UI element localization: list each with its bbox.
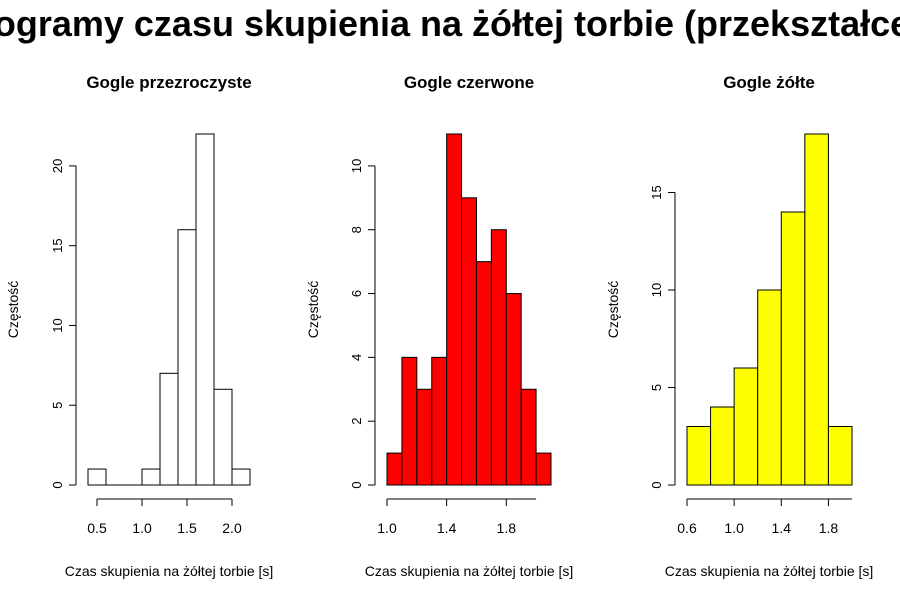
- histogram-bar: [805, 134, 829, 485]
- x-tick-label: 1.8: [497, 520, 517, 536]
- histogram-bar: [232, 469, 250, 485]
- y-tick-label: 8: [349, 226, 364, 233]
- y-tick-label: 10: [50, 318, 65, 332]
- x-axis-label: Czas skupienia na żółtej torbie [s]: [65, 563, 274, 579]
- histogram-panel-2: 0 2 4 6 8 10 1.0 1.4 1.8 Gogle czerwone Czas skupi…: [305, 73, 573, 579]
- y-tick-label: 6: [349, 290, 364, 297]
- y-axis-label: Częstość: [605, 281, 621, 339]
- histogram-bar: [687, 427, 711, 486]
- x-tick-label: 0.5: [87, 520, 107, 536]
- histogram-panel-1: 0 5 10 15 20 0.5 1.0 1.5 2.0 Gogle przezroczyste C…: [5, 73, 273, 579]
- y-tick-label: 0: [50, 481, 65, 488]
- y-tick-label: 5: [50, 402, 65, 409]
- histogram-bar: [491, 230, 506, 485]
- x-tick-label: 0.6: [677, 520, 697, 536]
- histogram-bar: [447, 134, 462, 485]
- histogram-bar: [142, 469, 160, 485]
- histogram-bar: [214, 389, 232, 485]
- x-tick-label: 1.0: [377, 520, 397, 536]
- y-tick-label: 15: [50, 238, 65, 252]
- histogram-panel-3: 0 5 10 15 0.6 1.0 1.4 1.8 Gogle żółte Czas skupie…: [605, 73, 873, 579]
- histogram-bar: [506, 294, 521, 485]
- x-tick-label: 1.0: [132, 520, 152, 536]
- y-tick-label: 4: [349, 354, 364, 361]
- x-tick-label: 1.8: [819, 520, 839, 536]
- histogram-bar: [387, 453, 402, 485]
- panel-title: Gogle żółte: [723, 73, 815, 92]
- y-tick-label: 0: [349, 481, 364, 488]
- histogram-bar: [521, 389, 536, 485]
- histogram-bar: [417, 389, 432, 485]
- histogram-bar: [432, 357, 447, 485]
- histogram-bar: [711, 407, 735, 485]
- x-tick-label: 1.4: [437, 520, 457, 536]
- x-axis-label: Czas skupienia na żółtej torbie [s]: [665, 563, 874, 579]
- y-tick-label: 10: [649, 283, 664, 297]
- histogram-bar: [196, 134, 214, 485]
- histogram-bar: [828, 427, 852, 486]
- y-tick-label: 2: [349, 418, 364, 425]
- x-tick-label: 1.4: [772, 520, 792, 536]
- histogram-bar: [758, 290, 782, 485]
- histogram-bar: [178, 230, 196, 485]
- histogram-bar: [781, 212, 805, 485]
- y-axis-label: Częstość: [305, 281, 321, 339]
- histogram-bar: [160, 373, 178, 485]
- histogram-bar: [734, 368, 758, 485]
- y-tick-label: 5: [649, 384, 664, 391]
- x-tick-label: 1.5: [177, 520, 197, 536]
- histogram-bar: [462, 198, 477, 485]
- y-axis-label: Częstość: [5, 281, 21, 339]
- panel-title: Gogle przezroczyste: [86, 73, 251, 92]
- y-tick-label: 0: [649, 481, 664, 488]
- histogram-bar: [88, 469, 106, 485]
- x-tick-label: 2.0: [222, 520, 242, 536]
- panel-title: Gogle czerwone: [404, 73, 534, 92]
- y-tick-label: 20: [50, 159, 65, 173]
- histogram-bar: [476, 262, 491, 485]
- y-tick-label: 15: [649, 185, 664, 199]
- y-tick-label: 10: [349, 159, 364, 173]
- histogram-bar: [402, 357, 417, 485]
- x-axis-label: Czas skupienia na żółtej torbie [s]: [365, 563, 574, 579]
- x-tick-label: 1.0: [724, 520, 744, 536]
- histogram-bar: [536, 453, 551, 485]
